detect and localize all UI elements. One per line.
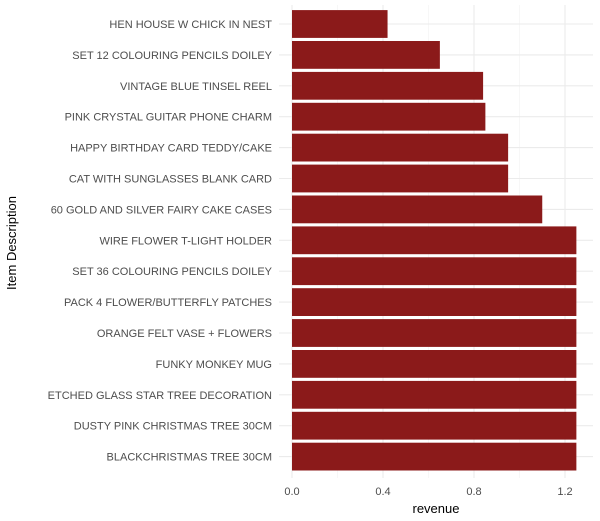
y-tick-label: HAPPY BIRTHDAY CARD TEDDY/CAKE (70, 143, 272, 155)
y-tick-labels: HEN HOUSE W CHICK IN NEST SET 12 COLOURIN… (48, 19, 273, 464)
y-tick-label: SET 36 COLOURING PENCILS DOILEY (72, 266, 272, 278)
bar (292, 71, 484, 100)
x-tick-label: 1.2 (557, 486, 572, 498)
y-tick-label: CAT WITH SUNGLASSES BLANK CARD (69, 174, 272, 186)
bar (292, 257, 577, 286)
y-tick-label: FUNKY MONKEY MUG (156, 359, 272, 371)
y-tick-label: 60 GOLD AND SILVER FAIRY CAKE CASES (51, 204, 272, 216)
bar (292, 195, 543, 224)
x-tick-label: 0.4 (375, 486, 390, 498)
y-tick-label: ETCHED GLASS STAR TREE DECORATION (48, 390, 272, 402)
y-tick-label: WIRE FLOWER T-LIGHT HOLDER (99, 235, 272, 247)
y-tick-label: PACK 4 FLOWER/BUTTERFLY PATCHES (64, 297, 272, 309)
bar (292, 350, 577, 378)
bar (292, 102, 486, 131)
y-tick-label: SET 12 COLOURING PENCILS DOILEY (72, 50, 272, 62)
y-tick-label: VINTAGE BLUE TINSEL REEL (120, 81, 272, 93)
x-tick-label: 0.8 (466, 486, 481, 498)
bar (292, 380, 577, 409)
bars (292, 10, 577, 471)
bar (292, 319, 577, 347)
y-tick-label: DUSTY PINK CHRISTMAS TREE 30CM (74, 421, 272, 433)
bar (292, 288, 577, 316)
bar (292, 411, 577, 440)
x-axis-title: revenue (413, 501, 460, 516)
y-tick-label: PINK CRYSTAL GUITAR PHONE CHARM (65, 112, 272, 124)
bar (292, 164, 509, 193)
x-tick-label: 0.0 (284, 486, 299, 498)
y-tick-label: ORANGE FELT VASE + FLOWERS (97, 328, 272, 340)
y-axis-title: Item Description (4, 196, 19, 290)
bar (292, 41, 440, 69)
bar (292, 226, 577, 255)
y-tick-label: BLACKCHRISTMAS TREE 30CM (107, 452, 272, 464)
x-tick-labels: 0.0 0.4 0.8 1.2 (284, 486, 572, 498)
bar (292, 133, 509, 162)
y-tick-label: HEN HOUSE W CHICK IN NEST (109, 19, 272, 31)
bar (292, 442, 577, 471)
bar (292, 10, 388, 38)
